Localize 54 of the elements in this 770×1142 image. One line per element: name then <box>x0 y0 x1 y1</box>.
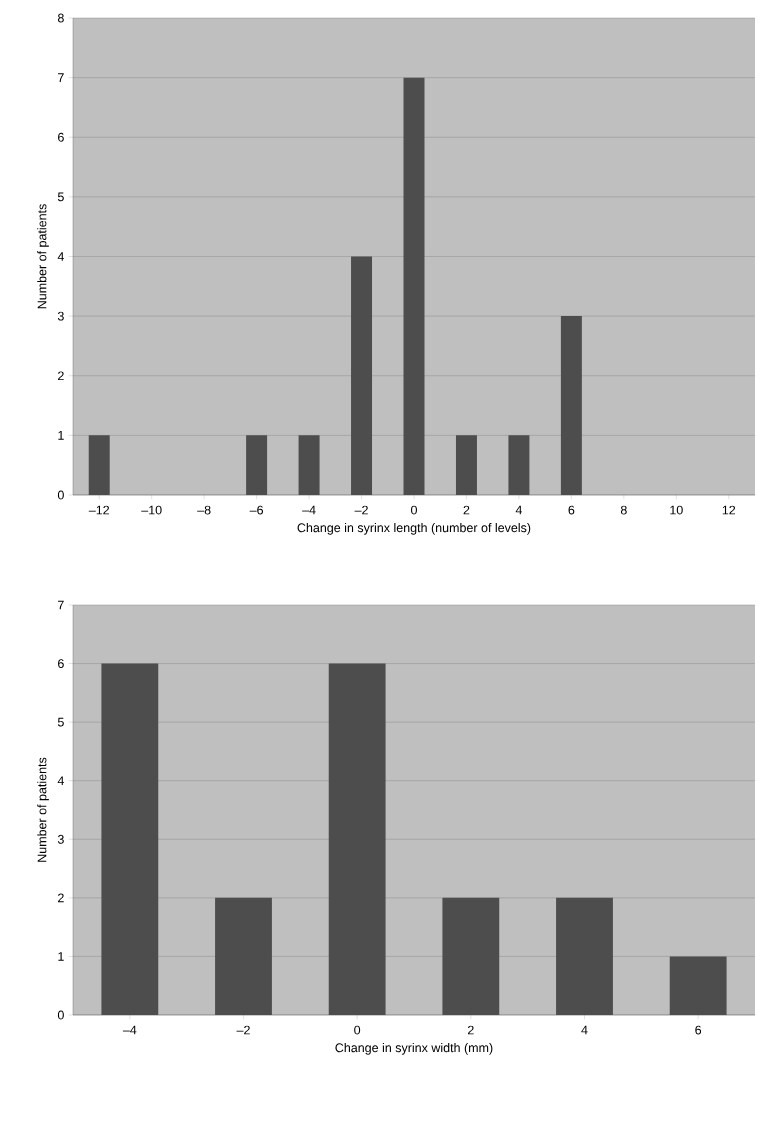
y-axis-title: Number of patients <box>37 757 49 862</box>
x-tick-label: –4 <box>122 1025 137 1035</box>
x-tick-label: 12 <box>722 505 736 515</box>
y-tick-label: 6 <box>58 659 64 668</box>
x-axis-title: Change in syrinx length (number of levels) <box>297 523 531 535</box>
x-tick-label: 6 <box>568 505 575 515</box>
y-tick-label: 1 <box>58 431 64 440</box>
x-tick-label: –6 <box>249 505 264 515</box>
bar <box>351 256 373 495</box>
y-tick-label: 8 <box>57 13 64 23</box>
y-tick-label: 3 <box>57 834 64 844</box>
y-tick-label: 5 <box>57 192 64 202</box>
bar <box>560 316 582 495</box>
x-tick-label: 2 <box>463 505 470 515</box>
x-tick-label: 0 <box>354 1025 361 1035</box>
y-tick-label: 6 <box>58 132 64 142</box>
bar <box>442 897 500 1015</box>
bar <box>669 956 727 1015</box>
y-tick-label: 2 <box>58 893 64 903</box>
x-tick-label: –2 <box>236 1025 250 1035</box>
y-tick-label: 2 <box>58 371 64 381</box>
bar <box>101 663 159 1015</box>
x-tick-label: –8 <box>197 505 211 515</box>
y-tick-label: 5 <box>57 717 64 727</box>
x-axis-title: Change in syrinx width (mm) <box>335 1043 493 1055</box>
bar <box>508 435 530 495</box>
x-tick-label: –12 <box>88 505 110 515</box>
y-tick-label: 1 <box>58 952 64 961</box>
y-axis-title: Number of patients <box>37 204 49 309</box>
x-tick-label: 8 <box>620 505 627 515</box>
y-tick-label: 7 <box>58 73 64 82</box>
y-tick-label: 0 <box>57 1010 64 1020</box>
y-tick-label: 3 <box>57 311 64 321</box>
x-tick-label: –4 <box>302 505 316 515</box>
bar <box>556 897 613 1015</box>
bar <box>455 435 477 495</box>
y-tick-label: 7 <box>58 600 64 610</box>
bar <box>215 897 272 1015</box>
y-tick-label: 4 <box>57 252 64 261</box>
bar <box>88 435 110 495</box>
x-tick-label: –2 <box>354 505 368 515</box>
x-tick-label: 0 <box>411 505 417 515</box>
x-tick-label: 2 <box>467 1025 474 1035</box>
bar <box>328 663 386 1015</box>
y-tick-label: 0 <box>57 490 64 500</box>
bar <box>298 435 320 495</box>
bar <box>246 435 268 495</box>
x-tick-label: 10 <box>670 505 683 515</box>
x-tick-label: 6 <box>695 1025 702 1035</box>
bar <box>403 77 425 495</box>
x-tick-label: 4 <box>581 1025 588 1035</box>
x-tick-label: –10 <box>141 505 162 515</box>
y-tick-label: 4 <box>57 776 64 786</box>
x-tick-label: 4 <box>515 505 523 515</box>
